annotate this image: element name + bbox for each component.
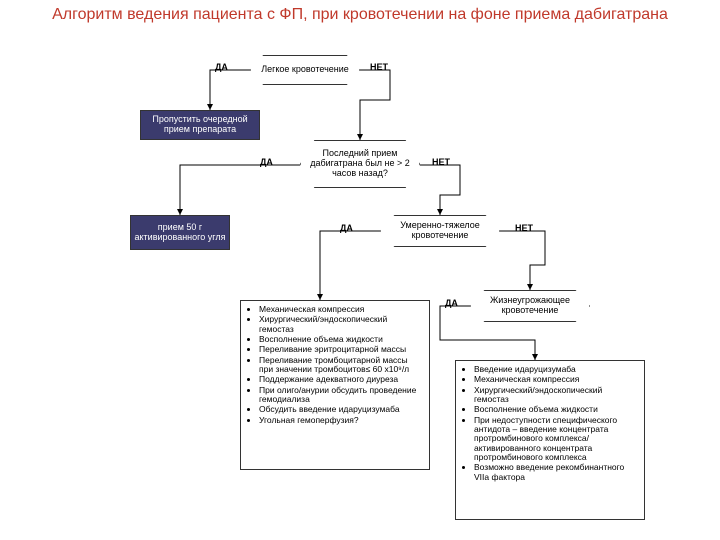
- list-item: Хирургический/эндоскопический гемостаз: [259, 315, 423, 334]
- list-item: Хирургический/эндоскопический гемостаз: [474, 386, 638, 405]
- action-activated-charcoal: прием 50 г активированного угля: [130, 215, 230, 250]
- action-skip-dose: Пропустить очередной прием препарата: [140, 110, 260, 140]
- edge-label-yes: ДА: [340, 223, 353, 233]
- list-item: Переливание тромбоцитарной массы при зна…: [259, 356, 423, 375]
- edge-label-no: НЕТ: [370, 62, 388, 72]
- list-item: Угольная гемоперфузия?: [259, 416, 423, 425]
- list-item: При олиго/анурии обсудить проведение гем…: [259, 386, 423, 405]
- list-item: Введение идаруцизумаба: [474, 365, 638, 374]
- list-item: Переливание эритроцитарной массы: [259, 345, 423, 354]
- list-item: Обсудить введение идаруцизумаба: [259, 405, 423, 414]
- list-item: При недоступности специфического антидот…: [474, 416, 638, 463]
- decision-mild-bleeding: Легкое кровотечение: [250, 55, 360, 85]
- edge-label-yes: ДА: [445, 298, 458, 308]
- list-item: Восполнение объема жидкости: [259, 335, 423, 344]
- list-item: Механическая компрессия: [259, 305, 423, 314]
- measures-life-threatening-list: Введение идаруцизумабаМеханическая компр…: [455, 360, 645, 520]
- decision-last-dose-2h: Последний прием дабигатрана был не > 2 ч…: [300, 140, 420, 188]
- edge-label-no: НЕТ: [432, 157, 450, 167]
- edge-label-yes: ДА: [260, 157, 273, 167]
- decision-life-threatening: Жизнеугрожающее кровотечение: [470, 290, 590, 322]
- list-item: Восполнение объема жидкости: [474, 405, 638, 414]
- edge-label-no: НЕТ: [515, 223, 533, 233]
- measures-moderate-list: Механическая компрессияХирургический/энд…: [240, 300, 430, 470]
- page-title: Алгоритм ведения пациента с ФП, при кров…: [0, 6, 720, 24]
- decision-moderate-severe: Умеренно-тяжелое кровотечение: [380, 215, 500, 247]
- list-item: Возможно введение рекомбинантного VIIa ф…: [474, 463, 638, 482]
- list-item: Поддержание адекватного диуреза: [259, 375, 423, 384]
- list-item: Механическая компрессия: [474, 375, 638, 384]
- edge-label-yes: ДА: [215, 62, 228, 72]
